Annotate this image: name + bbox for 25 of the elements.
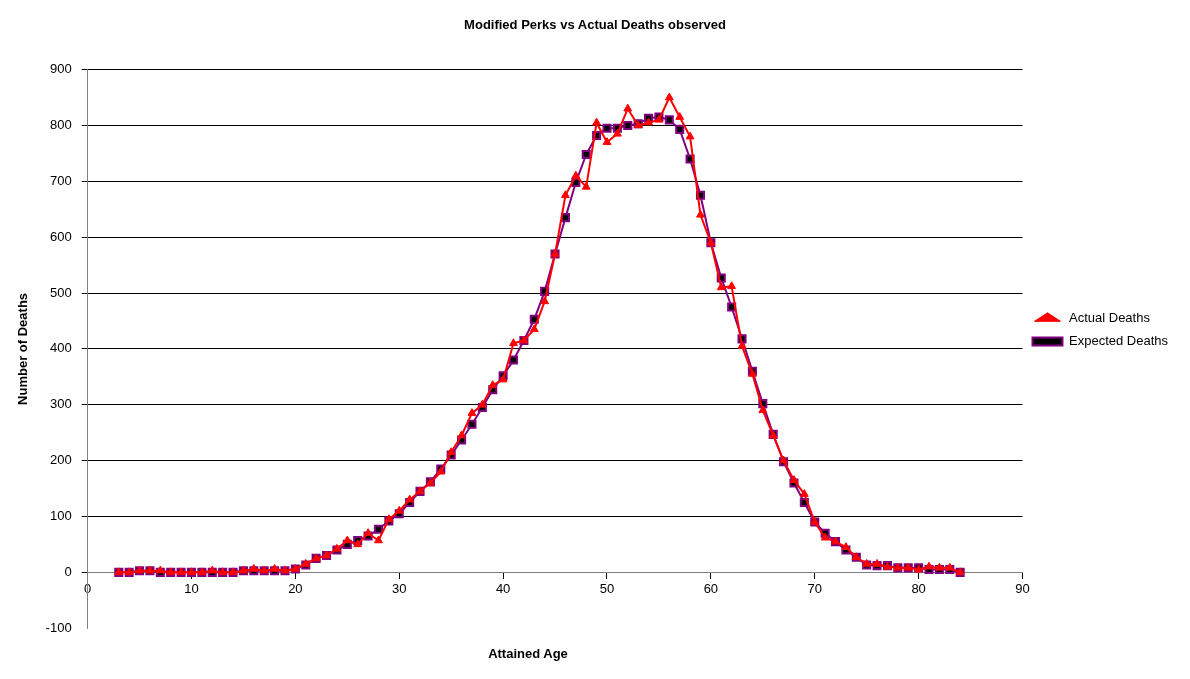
- x-tick-label: 70: [807, 580, 822, 596]
- y-tick-label: 400: [49, 340, 72, 356]
- y-tick-label: 100: [49, 508, 72, 524]
- y-tick-label: 0: [64, 563, 72, 579]
- x-tick-label: 30: [392, 580, 407, 596]
- x-tick-label: 50: [599, 580, 615, 596]
- legend-label: Actual Deaths: [1069, 310, 1151, 326]
- x-tick-label: 40: [495, 580, 511, 596]
- y-tick-label: 900: [49, 61, 72, 77]
- x-tick-label: 10: [184, 580, 199, 596]
- y-tick-label: 500: [49, 284, 72, 300]
- y-tick-label: 200: [49, 452, 72, 468]
- y-tick-label: 800: [49, 117, 72, 133]
- x-tick-label: 90: [1015, 580, 1030, 596]
- y-tick-label: 700: [49, 172, 72, 188]
- chart-title: Modified Perks vs Actual Deaths observed: [464, 17, 726, 33]
- y-axis-title: Number of Deaths: [15, 292, 31, 405]
- legend-label: Expected Deaths: [1069, 333, 1169, 349]
- x-tick-label: 60: [703, 580, 719, 596]
- x-axis-title: Attained Age: [487, 646, 569, 661]
- x-tick-label: 20: [288, 580, 303, 596]
- y-tick-label: -100: [45, 619, 72, 635]
- y-tick-label: 300: [49, 396, 72, 412]
- x-tick-label: 80: [911, 580, 926, 596]
- y-tick-label: 600: [49, 228, 72, 244]
